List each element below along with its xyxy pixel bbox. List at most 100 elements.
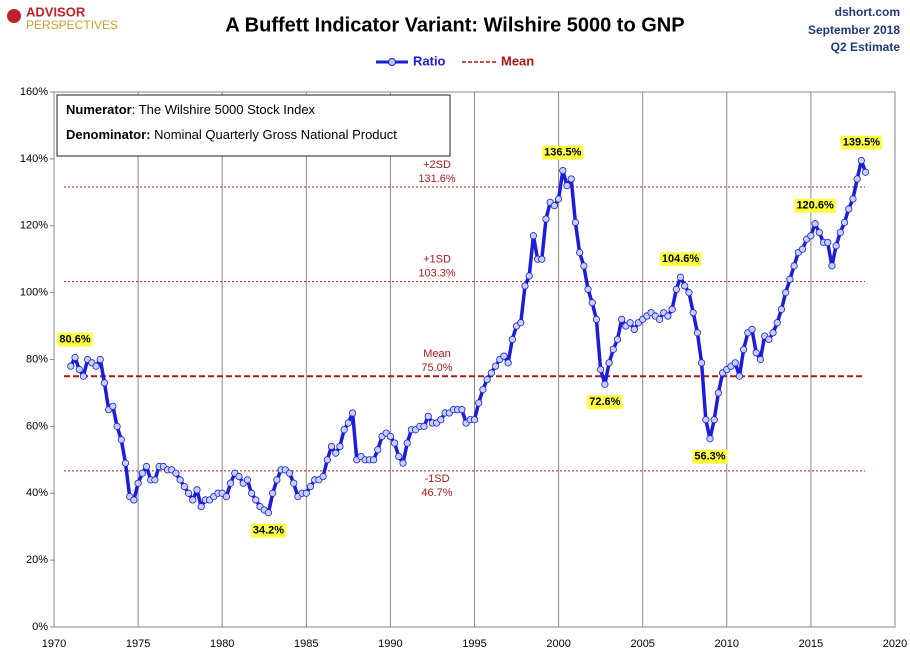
point	[714, 389, 722, 397]
point	[592, 315, 601, 323]
annotation-label: 136.5%	[544, 146, 582, 158]
point	[782, 289, 790, 297]
point	[542, 215, 550, 223]
annotation-label: 56.3%	[694, 451, 725, 463]
text-box-text: : The Wilshire 5000 Stock Index	[132, 102, 316, 117]
x-tick-label: 2020	[883, 638, 907, 650]
point	[323, 456, 331, 464]
note: Q2 Estimate	[831, 40, 901, 54]
y-tick-label: 20%	[26, 554, 48, 566]
point	[630, 325, 638, 334]
point	[290, 479, 298, 487]
point	[756, 355, 765, 364]
logo-top: ADVISOR	[26, 4, 86, 19]
x-tick-label: 1975	[126, 638, 150, 650]
point	[369, 456, 378, 464]
point	[845, 205, 853, 213]
point	[332, 449, 340, 457]
point	[832, 242, 840, 250]
point	[517, 319, 525, 327]
y-tick-label: 140%	[20, 153, 48, 165]
point	[130, 496, 138, 504]
annotation-bg	[840, 135, 883, 150]
point	[222, 492, 231, 501]
point	[508, 335, 516, 344]
x-tick-label: 1980	[210, 638, 234, 650]
point	[840, 218, 849, 227]
date: September 2018	[808, 23, 900, 37]
point	[71, 353, 79, 362]
point	[386, 432, 394, 441]
point	[777, 305, 786, 313]
point	[374, 446, 382, 454]
point	[500, 352, 508, 360]
point	[269, 489, 277, 497]
point	[395, 452, 403, 461]
y-tick-label: 80%	[26, 353, 48, 365]
annotation-label: 139.5%	[843, 136, 881, 148]
point	[672, 285, 680, 293]
point	[176, 476, 184, 484]
point	[420, 422, 428, 430]
annotation-bg	[542, 145, 584, 160]
point	[773, 319, 781, 327]
point	[306, 482, 315, 491]
point	[706, 435, 714, 443]
point	[138, 469, 146, 477]
point	[302, 489, 310, 497]
point	[172, 469, 180, 477]
point	[836, 228, 844, 237]
point	[470, 416, 479, 424]
point	[403, 439, 411, 447]
point	[554, 195, 563, 203]
point	[525, 272, 533, 280]
point	[67, 362, 75, 370]
annotation-bg	[692, 449, 728, 464]
point	[399, 459, 407, 467]
point	[618, 315, 626, 323]
annotation-label: 80.6%	[59, 333, 90, 345]
point	[483, 375, 491, 384]
point	[685, 289, 693, 297]
point	[348, 409, 357, 417]
point	[243, 476, 252, 484]
logo-icon	[7, 9, 21, 23]
point	[689, 309, 697, 317]
annotation-bg	[250, 523, 287, 538]
point	[798, 245, 807, 253]
point	[180, 482, 188, 491]
annotation-bg	[659, 252, 702, 267]
point	[391, 439, 399, 447]
y-tick-label: 120%	[20, 220, 48, 232]
point	[96, 355, 104, 364]
point	[121, 459, 130, 467]
point	[811, 220, 819, 228]
reference-label: 75.0%	[421, 362, 452, 374]
point	[807, 232, 815, 240]
annotation-label: 34.2%	[253, 525, 284, 537]
point	[491, 362, 500, 370]
text-box-text: Nominal Quarterly Gross National Product	[151, 127, 398, 142]
x-tick-label: 1970	[42, 638, 66, 650]
annotation-bg	[57, 332, 93, 347]
point	[479, 385, 487, 394]
point	[828, 262, 836, 270]
point	[613, 335, 622, 344]
point	[117, 436, 125, 444]
point	[109, 402, 117, 410]
annotation-label: 104.6%	[662, 253, 700, 265]
point	[681, 282, 689, 290]
reference-name: -1SD	[424, 473, 449, 485]
point	[567, 175, 575, 183]
text-box-line: Denominator: Nominal Quarterly Gross Nat…	[66, 127, 397, 142]
point	[193, 486, 201, 494]
point	[655, 315, 664, 323]
point	[264, 509, 273, 517]
text-box-label: Numerator	[66, 102, 132, 117]
point	[609, 345, 617, 354]
reference-label: 46.7%	[421, 487, 452, 499]
point	[134, 479, 142, 487]
point	[197, 503, 205, 511]
point	[92, 362, 100, 370]
